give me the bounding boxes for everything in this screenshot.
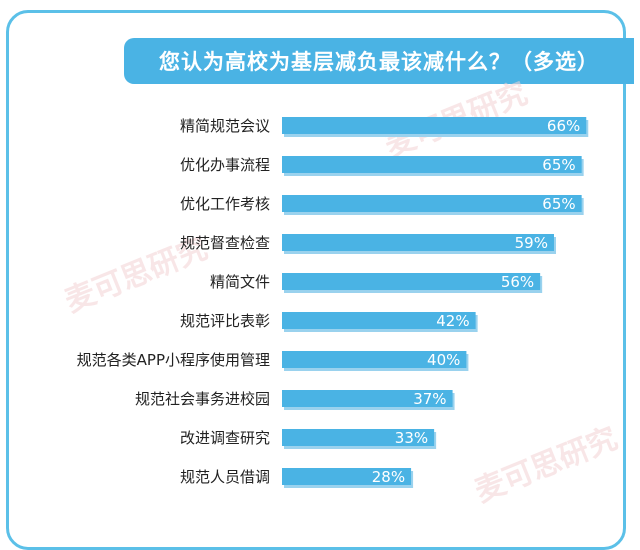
value-label: 65%: [542, 156, 575, 174]
category-label: 改进调查研究: [180, 429, 270, 447]
value-label: 37%: [413, 390, 446, 408]
value-label: 33%: [395, 429, 428, 447]
category-label: 规范各类APP小程序使用管理: [77, 351, 270, 369]
category-label: 规范评比表彰: [180, 312, 270, 330]
value-label: 59%: [515, 234, 548, 252]
value-label: 66%: [547, 117, 580, 135]
value-label: 56%: [501, 273, 534, 291]
category-label: 规范社会事务进校园: [135, 390, 270, 408]
chart-title: 您认为高校为基层减负最该减什么？（多选）: [159, 50, 599, 74]
category-label: 精简规范会议: [180, 117, 270, 135]
bar: [282, 468, 412, 485]
bar: [282, 429, 435, 446]
bar: [282, 312, 476, 329]
value-label: 40%: [427, 351, 460, 369]
value-label: 65%: [542, 195, 575, 213]
category-label: 优化工作考核: [180, 195, 270, 213]
category-label: 规范人员借调: [180, 468, 270, 486]
category-label: 规范督查检查: [180, 234, 270, 252]
category-label: 优化办事流程: [180, 156, 270, 174]
value-label: 42%: [436, 312, 469, 330]
bar: [282, 117, 587, 134]
bar-chart: 精简规范会议 66% 优化办事流程 65% 优化工作考核 65% 规范督查检查 59% 精简文件…: [77, 117, 589, 488]
bar: [282, 156, 582, 173]
bar: [282, 195, 582, 212]
title-bar: 您认为高校为基层减负最该减什么？（多选）: [124, 38, 634, 84]
value-label: 28%: [372, 468, 405, 486]
category-label: 精简文件: [210, 273, 270, 291]
bar: [282, 390, 453, 407]
bar: [282, 351, 467, 368]
bar: [282, 234, 554, 251]
bar: [282, 273, 541, 290]
